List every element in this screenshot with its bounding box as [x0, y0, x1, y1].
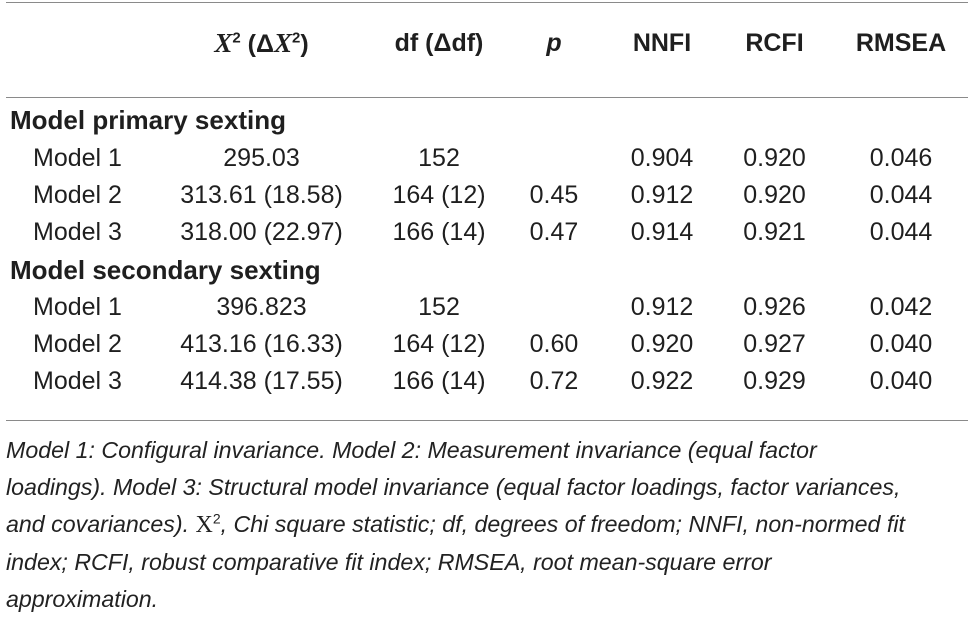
cell-nnfi: 0.922: [630, 367, 694, 395]
cell-chi: 414.38 (17.55): [180, 367, 343, 395]
header-chi-square: X2 (ΔX2): [0, 28, 523, 59]
section-title-secondary: Model secondary sexting: [10, 255, 321, 285]
cell-chi: 295.03: [223, 144, 300, 172]
cell-df: 166 (14): [392, 218, 486, 246]
cell-rmsea: 0.040: [869, 330, 933, 358]
cell-rcfi: 0.921: [743, 218, 806, 246]
cell-nnfi: 0.904: [630, 144, 694, 172]
cell-rcfi: 0.926: [743, 293, 806, 321]
table-top-rule: [6, 2, 968, 3]
cell-rmsea: 0.046: [869, 144, 933, 172]
cell-model: Model 3: [33, 367, 122, 395]
table-row: Model 3 318.00 (22.97) 166 (14) 0.47 0.9…: [0, 217, 974, 253]
table-header-row: X2 (ΔX2) df (Δdf) p NNFI RCFI RMSEA: [0, 28, 974, 68]
section-title-primary: Model primary sexting: [10, 105, 286, 135]
cell-nnfi: 0.920: [630, 330, 694, 358]
cell-p: 0.47: [529, 218, 579, 246]
cell-rcfi: 0.920: [743, 181, 806, 209]
cell-df: 164 (12): [392, 181, 486, 209]
cell-rcfi: 0.927: [743, 330, 806, 358]
cell-nnfi: 0.912: [630, 181, 694, 209]
table-row: Model 3 414.38 (17.55) 166 (14) 0.72 0.9…: [0, 366, 974, 402]
footnote-text: , Chi square statistic; df, degrees of f…: [220, 511, 905, 537]
table-row: Model 2 413.16 (16.33) 164 (12) 0.60 0.9…: [0, 329, 974, 365]
table-row: Model 2 313.61 (18.58) 164 (12) 0.45 0.9…: [0, 180, 974, 216]
table-footnote: Model 1: Configural invariance. Model 2:…: [6, 432, 966, 618]
cell-df: 152: [418, 144, 460, 172]
cell-rcfi: 0.920: [743, 144, 806, 172]
table-row: Model 1 295.03 152 0.904 0.920 0.046: [0, 143, 974, 179]
cell-df: 166 (14): [392, 367, 486, 395]
footnote-line: Model 1: Configural invariance. Model 2:…: [6, 437, 817, 463]
table-bottom-rule: [6, 420, 968, 421]
cell-chi: 318.00 (22.97): [180, 218, 343, 246]
table-row: Model 1 396.823 152 0.912 0.926 0.042: [0, 292, 974, 328]
cell-model: Model 2: [33, 181, 122, 209]
cell-nnfi: 0.912: [630, 293, 694, 321]
footnote-chi-symbol: X: [195, 512, 213, 538]
footnote-line: approximation.: [6, 586, 159, 612]
header-rcfi: RCFI: [745, 29, 804, 57]
cell-p: 0.45: [529, 181, 579, 209]
cell-rmsea: 0.040: [869, 367, 933, 395]
cell-model: Model 2: [33, 330, 122, 358]
cell-rmsea: 0.044: [869, 218, 933, 246]
cell-nnfi: 0.914: [630, 218, 694, 246]
cell-chi: 396.823: [216, 293, 307, 321]
header-df: df (Δdf): [394, 29, 484, 57]
header-rmsea: RMSEA: [855, 29, 947, 57]
cell-rmsea: 0.042: [869, 293, 933, 321]
cell-model: Model 3: [33, 218, 122, 246]
footnote-text: and covariances).: [6, 511, 196, 537]
chi-symbol: X: [214, 28, 233, 58]
cell-rmsea: 0.044: [869, 181, 933, 209]
cell-model: Model 1: [33, 144, 122, 172]
cell-p: 0.60: [529, 330, 579, 358]
chi-delta-symbol: X: [273, 28, 292, 58]
footnote-chi-sup: 2: [212, 510, 221, 527]
cell-p: 0.72: [529, 367, 579, 395]
cell-chi: 313.61 (18.58): [180, 181, 343, 209]
chi-delta-sup: 2: [291, 29, 301, 47]
table-header-rule: [6, 97, 968, 98]
cell-rcfi: 0.929: [743, 367, 806, 395]
cell-model: Model 1: [33, 293, 122, 321]
footnote-line: index; RCFI, robust comparative fit inde…: [6, 549, 772, 575]
cell-chi: 413.16 (16.33): [180, 330, 343, 358]
chi-sup: 2: [232, 29, 241, 47]
cell-df: 164 (12): [392, 330, 486, 358]
chi-delta-open: (Δ: [240, 30, 274, 58]
footnote-line: and covariances). X2, Chi square statist…: [6, 506, 966, 544]
cell-df: 152: [418, 293, 460, 321]
chi-delta-close: ): [300, 30, 309, 58]
header-p: p: [546, 29, 562, 57]
footnote-line: loadings). Model 3: Structural model inv…: [6, 474, 901, 500]
header-nnfi: NNFI: [632, 29, 692, 57]
